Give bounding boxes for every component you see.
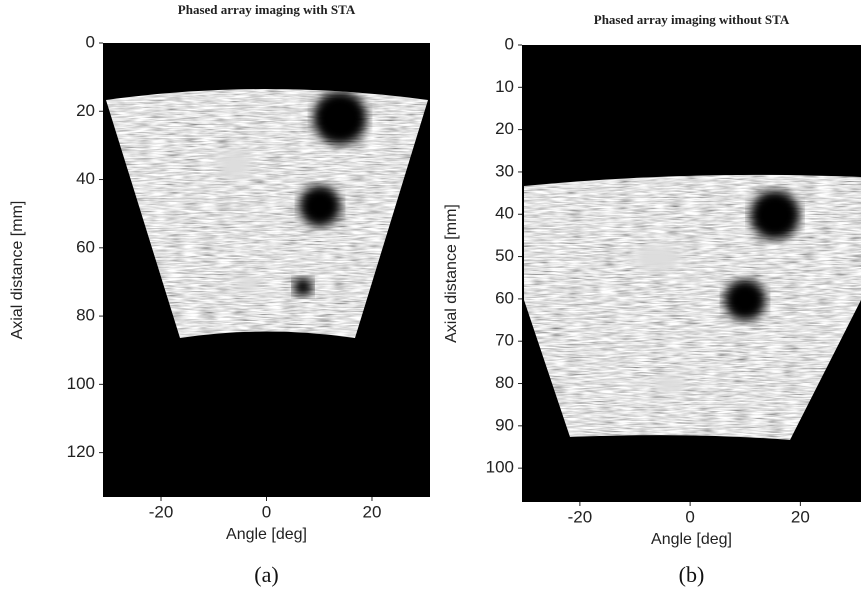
x-axis-label: Angle [deg]: [226, 526, 307, 543]
x-axis-label: Angle [deg]: [651, 531, 732, 548]
y-tick-label: 40: [495, 204, 514, 223]
y-tick-label: 60: [495, 288, 514, 307]
x-tick-label: 0: [262, 502, 271, 521]
y-tick-label: 0: [505, 34, 514, 53]
x-tick-label: 20: [363, 502, 382, 521]
y-tick-label: 100: [67, 374, 95, 393]
y-tick-label: 70: [495, 331, 514, 350]
y-tick-label: 120: [67, 442, 95, 461]
y-tick-label: 0: [86, 32, 95, 51]
y-tick-label: 20: [76, 101, 95, 120]
y-tick-label: 80: [76, 306, 95, 325]
x-tick-label: -20: [149, 502, 174, 521]
y-tick-label: 20: [495, 119, 514, 138]
x-tick-label: -20: [568, 507, 593, 526]
y-tick-label: 30: [495, 161, 514, 180]
y-tick-label: 80: [495, 373, 514, 392]
caption: (a): [254, 562, 278, 587]
y-tick-label: 50: [495, 246, 514, 265]
title: Phased array imaging with STA: [178, 2, 356, 17]
y-tick-label: 40: [76, 169, 95, 188]
title: Phased array imaging without STA: [594, 12, 790, 27]
image-b: [522, 45, 861, 502]
y-tick-label: 100: [486, 458, 514, 477]
y-tick-label: 90: [495, 415, 514, 434]
y-tick-label: 10: [495, 77, 514, 96]
y-axis-label: Axial distance [mm]: [9, 201, 26, 340]
image-a: [103, 43, 430, 497]
x-tick-label: 0: [685, 507, 694, 526]
x-tick-label: 20: [791, 507, 810, 526]
caption: (b): [679, 562, 705, 587]
y-axis-label: Axial distance [mm]: [443, 204, 460, 343]
y-tick-label: 60: [76, 237, 95, 256]
